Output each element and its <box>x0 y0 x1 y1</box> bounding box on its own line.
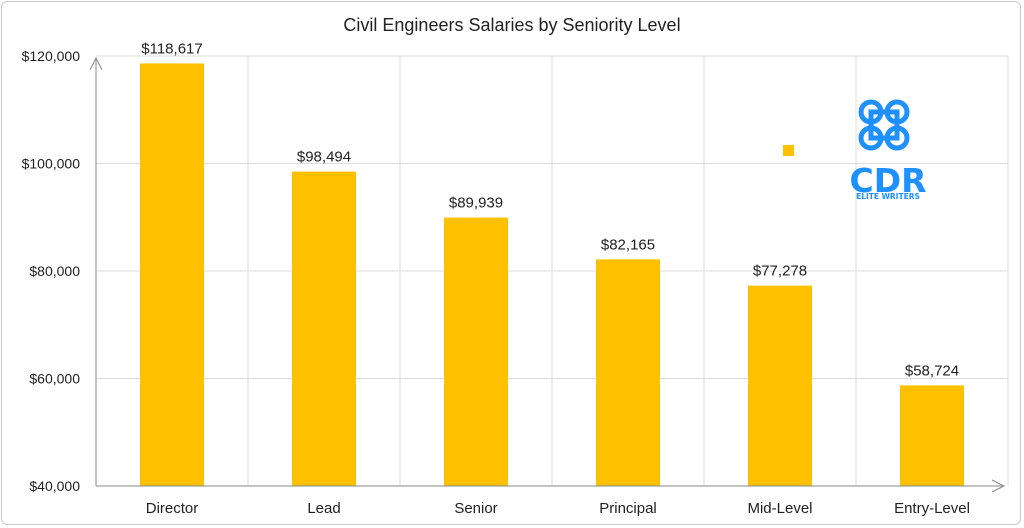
bar-director <box>140 63 204 486</box>
gridlines <box>96 55 1009 486</box>
y-tick-label: $40,000 <box>29 478 80 494</box>
data-label: $77,278 <box>753 263 807 280</box>
cdr-logo: CDR ELITE WRITERS <box>849 99 927 201</box>
bar-senior <box>444 217 508 486</box>
bar-principal <box>596 259 660 486</box>
data-label: $118,617 <box>141 40 202 57</box>
y-tick-label: $60,000 <box>29 371 80 387</box>
data-label: $98,494 <box>297 149 351 166</box>
logo-text: CDR <box>849 161 926 200</box>
bar-lead <box>292 171 356 486</box>
logo-subtext: ELITE WRITERS <box>856 192 920 201</box>
x-category-label: Lead <box>307 500 340 517</box>
y-axis-ticks: $40,000 $60,000 $80,000 $100,000 $120,000 <box>22 48 81 494</box>
x-category-label: Mid-Level <box>747 500 812 517</box>
bar-mid-level <box>748 285 812 486</box>
axes <box>89 56 1006 493</box>
bars <box>140 63 964 486</box>
x-category-label: Senior <box>454 500 497 517</box>
bar-entry-level <box>900 385 964 486</box>
legend-marker-square <box>783 145 794 156</box>
y-axis-arrow-icon <box>89 56 103 71</box>
x-category-label: Principal <box>599 500 657 517</box>
command-key-icon <box>858 99 910 151</box>
x-axis-arrow-icon <box>991 479 1006 493</box>
chart-title: Civil Engineers Salaries by Seniority Le… <box>343 15 680 35</box>
data-label: $58,724 <box>905 362 959 379</box>
data-label: $89,939 <box>449 195 503 212</box>
x-category-label: Entry-Level <box>894 500 970 517</box>
x-category-label: Director <box>146 500 199 517</box>
y-tick-label: $120,000 <box>22 48 81 64</box>
data-label: $82,165 <box>601 236 655 253</box>
y-tick-label: $100,000 <box>22 156 81 172</box>
y-tick-label: $80,000 <box>29 263 80 279</box>
data-labels: $118,617 $98,494 $89,939 $82,165 $77,278 $58,… <box>141 40 959 379</box>
x-axis-categories: Director Lead Senior Principal Mid-Level Entr… <box>146 500 970 517</box>
